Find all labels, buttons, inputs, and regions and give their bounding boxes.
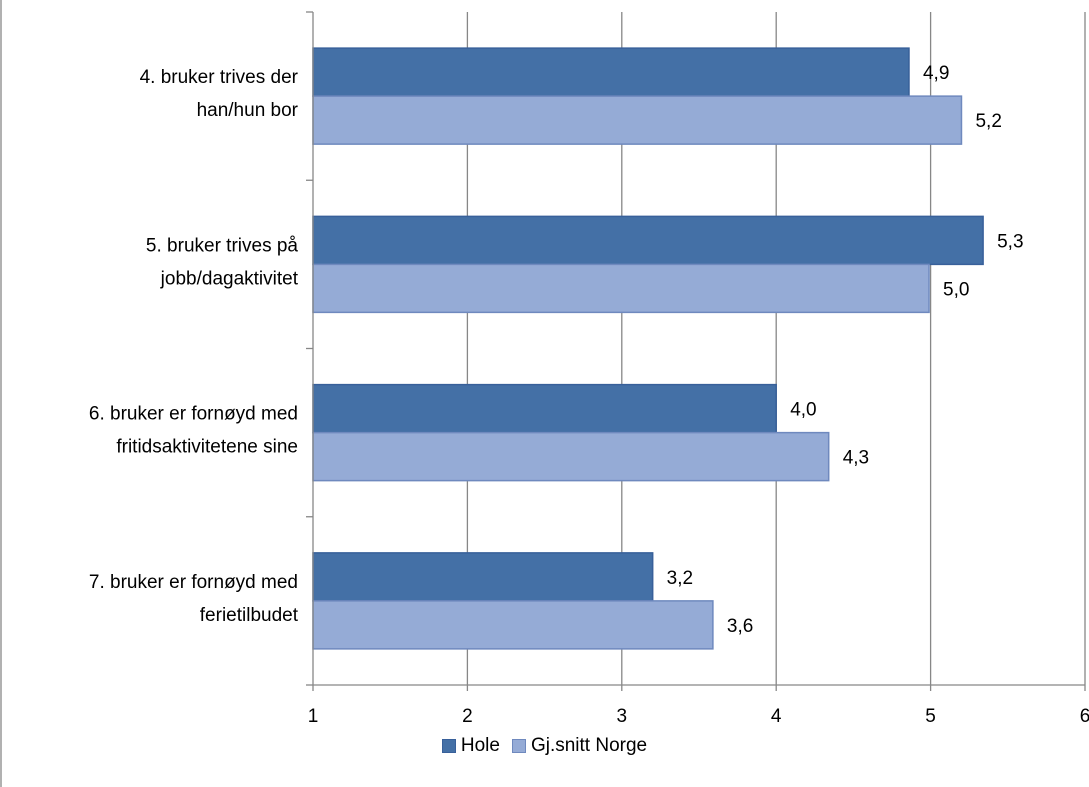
x-tick-label: 6: [1080, 706, 1089, 727]
category-label: jobb/dagaktivitet: [160, 268, 299, 289]
category-labels: 4. bruker trives der han/hun bor 5. bruker…: [89, 67, 299, 626]
legend-item-norge: Gj.snitt Norge: [511, 735, 648, 757]
category-label: ferietilbudet: [200, 605, 299, 626]
data-label: 4,9: [923, 63, 949, 84]
bar-norge: [312, 600, 714, 650]
data-labels: 4,9 5,2 5,3 5,0 4,0 4,3 3,2 3,6: [667, 63, 1024, 637]
category-label: 6. bruker er fornøyd med: [89, 404, 298, 425]
x-tick-label: 4: [771, 706, 782, 727]
x-tick-label: 5: [925, 706, 936, 727]
legend-swatch-norge: [511, 739, 526, 753]
x-tick-label: 1: [308, 706, 319, 727]
x-tick-label: 2: [462, 706, 473, 727]
data-label: 4,3: [843, 448, 869, 469]
category-label: 4. bruker trives der: [140, 67, 299, 88]
legend-label-norge: Gj.snitt Norge: [530, 735, 648, 756]
data-label: 3,2: [667, 568, 693, 589]
data-label: 5,2: [975, 111, 1001, 132]
bar-norge: [312, 95, 963, 145]
bar-norge: [312, 431, 830, 482]
data-label: 3,6: [727, 616, 753, 637]
data-label: 5,0: [943, 279, 969, 300]
bar-norge: [312, 263, 930, 314]
category-label: han/hun bor: [197, 100, 299, 121]
bar-hole: [312, 552, 654, 602]
legend-swatch-hole: [441, 739, 456, 753]
bar-hole: [312, 383, 777, 434]
legend-label-hole: Hole: [460, 735, 500, 756]
x-tick-label: 3: [617, 706, 628, 727]
data-label: 4,0: [790, 400, 816, 421]
legend-item-hole: Hole: [441, 735, 500, 757]
bar-hole: [312, 215, 984, 266]
legend: Hole Gj.snitt Norge: [0, 732, 1089, 760]
bars: [312, 47, 984, 650]
data-label: 5,3: [997, 231, 1023, 252]
category-label: 5. bruker trives på: [146, 235, 298, 256]
x-tick-labels: 1 2 3 4 5 6: [308, 706, 1089, 727]
category-label: fritidsaktivitetene sine: [116, 437, 298, 458]
category-label: 7. bruker er fornøyd med: [89, 572, 298, 593]
bar-hole: [312, 47, 910, 97]
